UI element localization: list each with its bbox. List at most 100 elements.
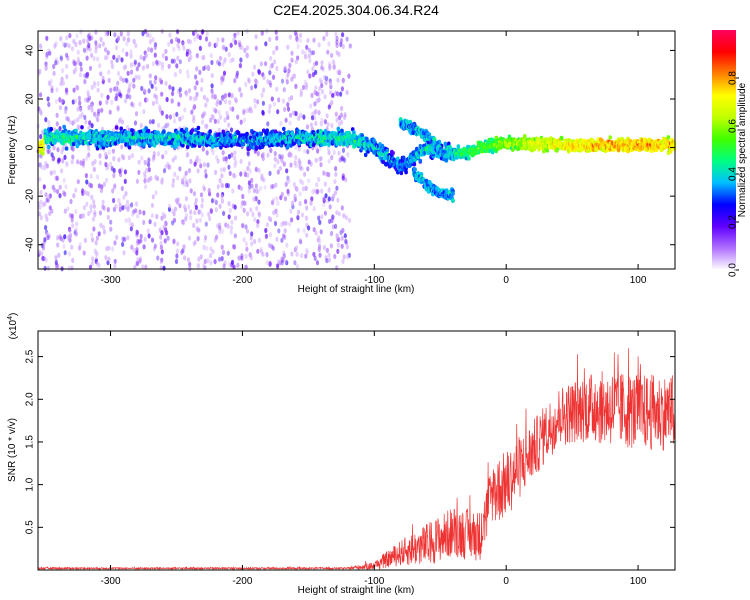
spectrogram-noise-cell: [339, 112, 343, 118]
spectrogram-noise-cell: [76, 179, 80, 185]
spectrogram-noise-cell: [77, 125, 81, 131]
spectrogram-noise-cell: [286, 188, 290, 194]
spectrogram-noise-cell: [206, 64, 210, 70]
spectrogram-noise-cell: [341, 77, 345, 83]
spectrogram-noise-cell: [193, 85, 197, 91]
spectrogram-noise-cell: [306, 69, 310, 75]
spectrogram-noise-cell: [216, 37, 220, 43]
spectrogram-band-cell: [41, 151, 45, 156]
spectrogram-noise-cell: [102, 224, 106, 230]
spectrogram-noise-cell: [331, 214, 335, 220]
spectrogram-noise-cell: [123, 169, 127, 175]
spectrogram-noise-cell: [197, 227, 201, 233]
spectrogram-noise-cell: [127, 87, 131, 93]
spectrogram-noise-cell: [88, 65, 93, 71]
spectrogram-noise-cell: [140, 155, 144, 161]
spectrogram-noise-cell: [76, 106, 80, 112]
spectrogram-noise-cell: [250, 108, 254, 114]
spectrogram-noise-cell: [245, 45, 249, 51]
spectrogram-noise-cell: [59, 80, 63, 87]
spectrogram-noise-cell: [286, 102, 290, 108]
spectrogram-noise-cell: [58, 184, 62, 190]
spectrogram-noise-cell: [322, 170, 326, 176]
spectrogram-noise-cell: [85, 155, 89, 161]
spectrogram-noise-cell: [223, 99, 228, 105]
spectrogram-noise-cell: [59, 36, 63, 42]
spectrogram-noise-cell: [283, 106, 287, 113]
spectrogram-noise-cell: [135, 250, 139, 256]
spectrogram-noise-cell: [331, 224, 335, 230]
spectrogram-noise-cell: [267, 242, 272, 248]
spectrogram-noise-cell: [95, 251, 99, 257]
spectrogram-noise-cell: [70, 46, 75, 52]
spectrogram-noise-cell: [337, 121, 342, 127]
spectrogram-noise-cell: [229, 58, 233, 64]
spectrogram-noise-cell: [92, 203, 96, 209]
spectrogram-noise-cell: [310, 115, 315, 121]
spectrogram-noise-cell: [118, 168, 122, 174]
spectrogram-noise-cell: [54, 255, 58, 261]
spectrogram-noise-cell: [286, 44, 290, 50]
spectrogram-noise-cell: [160, 249, 164, 255]
spectrogram-noise-cell: [194, 74, 198, 80]
spectrogram-noise-cell: [46, 265, 51, 271]
spectrogram-branch-cell: [444, 157, 448, 163]
spectrogram-band-cell: [672, 142, 677, 148]
spectrogram-noise-cell: [280, 191, 284, 197]
spectrogram-noise-cell: [44, 65, 48, 71]
spectrogram-noise-cell: [202, 65, 206, 72]
spectrogram-noise-cell: [239, 158, 243, 164]
spectrogram-noise-cell: [113, 32, 117, 38]
spectrogram-noise-cell: [312, 251, 316, 257]
spectrogram-noise-cell: [42, 184, 46, 190]
spectrogram-noise: [36, 28, 352, 272]
spectrogram-noise-cell: [302, 114, 306, 120]
spectrogram-noise-cell: [324, 255, 328, 261]
spectrogram-noise-cell: [272, 74, 276, 80]
spectrogram-noise-cell: [216, 98, 220, 104]
spectrogram-noise-cell: [46, 149, 50, 155]
spectrogram-noise-cell: [286, 175, 290, 181]
spectrogram-noise-cell: [126, 235, 130, 241]
spectrogram-noise-cell: [61, 41, 66, 47]
spectrogram-noise-cell: [143, 171, 147, 177]
spectrogram-noise-cell: [99, 36, 103, 43]
spectrogram-noise-cell: [85, 190, 90, 196]
spectrogram-noise-cell: [135, 260, 140, 267]
spectrogram-noise-cell: [137, 239, 141, 245]
spectrogram-noise-cell: [163, 238, 167, 244]
spectrogram-noise-cell: [246, 150, 250, 156]
spectrogram-noise-cell: [322, 35, 326, 42]
spectrogram-noise-cell: [171, 86, 175, 92]
spectrogram-noise-cell: [96, 174, 100, 180]
spectrogram-noise-cell: [128, 94, 132, 100]
spectrogram-noise-cell: [76, 117, 80, 123]
spectrogram-noise-cell: [320, 60, 324, 66]
spectrogram-noise-cell: [254, 34, 258, 40]
spectrogram-noise-cell: [83, 189, 87, 195]
spectrogram-noise-cell: [112, 184, 117, 190]
spectrogram-noise-cell: [124, 204, 128, 210]
spectrogram-noise-cell: [181, 40, 185, 46]
spectrogram-noise-cell: [231, 57, 235, 63]
spectrogram-noise-cell: [196, 33, 200, 39]
snr-x-label: Height of straight line (km): [298, 585, 415, 596]
spectrogram-noise-cell: [227, 154, 231, 160]
spectrogram-noise-cell: [242, 207, 246, 213]
spectrogram-noise-cell: [229, 127, 234, 133]
spectrogram-band-cell: [340, 128, 344, 133]
spectrogram-noise-cell: [124, 64, 128, 70]
spectrogram-noise-cell: [220, 173, 224, 179]
spectrogram-noise-cell: [78, 114, 82, 120]
spectrogram-noise-cell: [160, 215, 164, 221]
spectrogram-noise-cell: [257, 68, 261, 74]
spectrogram-noise-cell: [331, 58, 335, 65]
spectrogram-noise-cell: [173, 155, 177, 161]
spectrogram-noise-cell: [39, 43, 43, 49]
spectrogram-noise-cell: [314, 85, 318, 91]
spectrogram-noise-cell: [242, 237, 246, 243]
spectrogram-noise-cell: [154, 86, 158, 92]
spectrogram-noise-cell: [64, 87, 69, 93]
spectrogram-noise-cell: [283, 234, 287, 240]
